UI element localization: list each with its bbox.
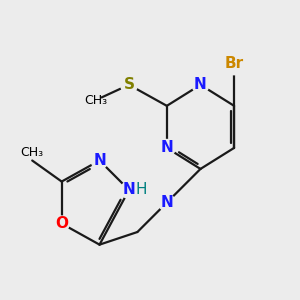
Text: H: H [136,182,147,197]
Text: O: O [55,216,68,231]
Text: Br: Br [225,56,244,71]
Circle shape [91,152,108,169]
Circle shape [158,194,175,211]
Text: N: N [160,140,173,155]
Circle shape [136,184,148,196]
Text: CH₃: CH₃ [85,94,108,107]
Circle shape [121,76,137,93]
Circle shape [223,53,245,75]
Text: N: N [123,182,135,197]
Text: N: N [160,195,173,210]
Circle shape [158,140,175,156]
Text: S: S [124,77,134,92]
Text: N: N [93,153,106,168]
Circle shape [192,76,209,93]
Text: N: N [194,77,207,92]
Circle shape [54,216,69,231]
Text: CH₃: CH₃ [21,146,44,159]
Circle shape [121,182,137,198]
